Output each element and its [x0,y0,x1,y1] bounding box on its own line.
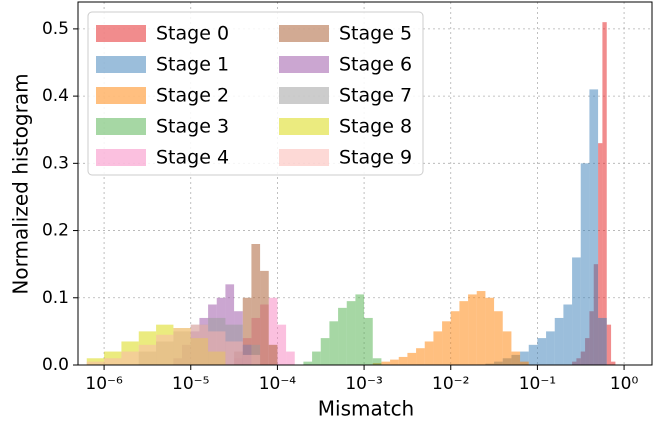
histogram-bar [485,297,495,365]
histogram-bar [329,321,339,365]
histogram-bar [572,257,581,365]
x-tick-label: 10⁻² [432,374,469,394]
histogram-bar [338,307,347,365]
legend-swatch [96,149,146,166]
histogram-bar [424,341,434,365]
histogram-bar [468,294,477,365]
histogram-bar [381,361,391,365]
histogram-bar [104,358,122,365]
histogram-bar [173,328,191,365]
histogram-bar [511,351,521,365]
histogram-bar [580,163,590,365]
histogram-bar [277,324,287,365]
y-tick-label: 0.5 [42,19,69,39]
histogram-bar [364,317,373,365]
y-tick-label: 0.0 [42,355,69,375]
legend-swatch [279,87,329,104]
legend-label: Stage 7 [339,85,412,107]
histogram-bar [598,317,607,365]
histogram-bar [416,348,425,365]
histogram-bar [208,331,226,365]
histogram-bar [251,244,261,365]
legend-swatch [96,87,146,104]
histogram-bar [390,359,399,365]
y-tick-label: 0.3 [42,153,69,173]
histogram-bar [138,344,157,365]
histogram-bar [268,297,278,365]
legend-swatch [96,118,146,135]
histogram-bar [156,334,174,365]
histogram-bar [190,324,209,365]
legend-label: Stage 1 [156,54,229,76]
x-tick-label: 10⁻⁴ [259,374,297,394]
histogram-bar [260,270,269,365]
legend-swatch [96,25,146,42]
legend-label: Stage 2 [156,85,229,107]
histogram-bar [459,301,469,365]
y-tick-label: 0.1 [42,288,69,308]
legend-label: Stage 6 [339,54,412,76]
histogram-bar [589,89,599,365]
histogram-bar [372,358,382,365]
histogram-bar [602,22,607,366]
legend-label: Stage 5 [339,23,412,45]
histogram-bar [121,351,139,365]
x-tick-label: 10⁻⁵ [172,374,209,394]
legend: Stage 0 Stage 1 Stage 2 Stage 3 Stage 4 Stage… [87,11,424,176]
x-tick-label: 10⁻⁶ [85,374,123,394]
histogram-bar [268,344,278,365]
legend-label: Stage 3 [156,116,229,138]
y-axis-label: Normalized histogram [9,73,33,294]
histogram-bar [476,291,486,365]
legend-swatch [279,149,329,166]
histogram-bar [563,304,573,365]
legend-label: Stage 9 [339,147,412,169]
histogram-bar [611,361,616,365]
histogram-bar [554,317,564,365]
histogram-bar [242,297,252,365]
legend-swatch [279,56,329,73]
legend-box [87,11,424,176]
histogram-bar [225,341,243,365]
legend-label: Stage 8 [339,116,412,138]
histogram-bar [320,338,330,365]
histogram-bar [286,351,295,365]
histogram-bar [450,311,460,365]
y-tick-label: 0.2 [42,221,69,241]
histogram-bar [520,361,529,365]
histogram-bar [546,331,555,365]
histogram-bar [606,324,612,365]
histogram-bar [433,331,443,365]
x-tick-label: 10⁰ [610,374,639,394]
legend-label: Stage 4 [156,147,229,169]
x-tick-label: 10⁻¹ [519,374,556,394]
histogram-bar [520,351,529,365]
legend-swatch [279,118,329,135]
histogram-bar [442,321,451,365]
legend-swatch [96,56,146,73]
histogram-bar [312,351,321,365]
histogram-bar [407,352,417,365]
x-axis-label: Mismatch [318,397,414,421]
histogram-bar [86,361,105,365]
histogram-bar [303,361,313,365]
x-tick-label: 10⁻³ [345,374,382,394]
plot-frame [77,1,653,366]
histogram-bar [528,344,538,365]
histogram-bar [502,331,512,365]
legend-label: Stage 0 [156,23,229,45]
legend-swatch [279,25,329,42]
histogram-bar [398,356,408,365]
y-tick-label: 0.4 [42,86,69,106]
histogram-bar [494,311,503,365]
histogram-bar [242,354,261,365]
histogram-bar [598,143,603,365]
histogram-bar [355,294,365,365]
histogram-bar [537,338,547,365]
histogram-bar [346,301,356,365]
